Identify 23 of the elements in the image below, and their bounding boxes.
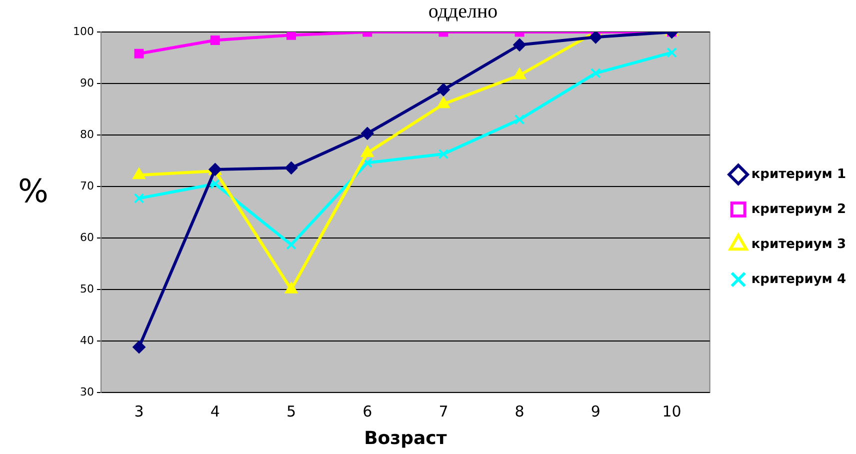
x-axis-title: Возраст (364, 428, 448, 449)
y-axis-title: % (18, 172, 48, 210)
legend-label: критериум 4 (751, 272, 846, 287)
legend-label: критериум 3 (751, 236, 846, 252)
y-tick-label: 70 (80, 179, 94, 192)
y-tick-label: 50 (80, 282, 94, 296)
x-tick-label: 5 (286, 402, 296, 420)
x-tick-label: 9 (590, 402, 600, 420)
y-tick-label: 100 (72, 24, 94, 38)
x-tick-label: 10 (662, 402, 682, 420)
y-tick-label: 60 (80, 230, 94, 244)
x-tick-label: 3 (134, 402, 144, 420)
x-tick-label: 7 (438, 402, 448, 420)
x-tick-label: 8 (514, 402, 524, 420)
y-tick-label: 90 (80, 76, 94, 90)
y-tick-label: 80 (80, 128, 94, 141)
y-tick-label: 40 (80, 334, 94, 347)
x-tick-label: 6 (362, 402, 372, 420)
chart-title: одделно (428, 0, 498, 22)
y-tick-label: 30 (80, 385, 94, 398)
legend-label: критериум 1 (751, 166, 846, 182)
x-tick-label: 4 (210, 402, 220, 420)
legend-label: критериум 2 (751, 202, 846, 217)
